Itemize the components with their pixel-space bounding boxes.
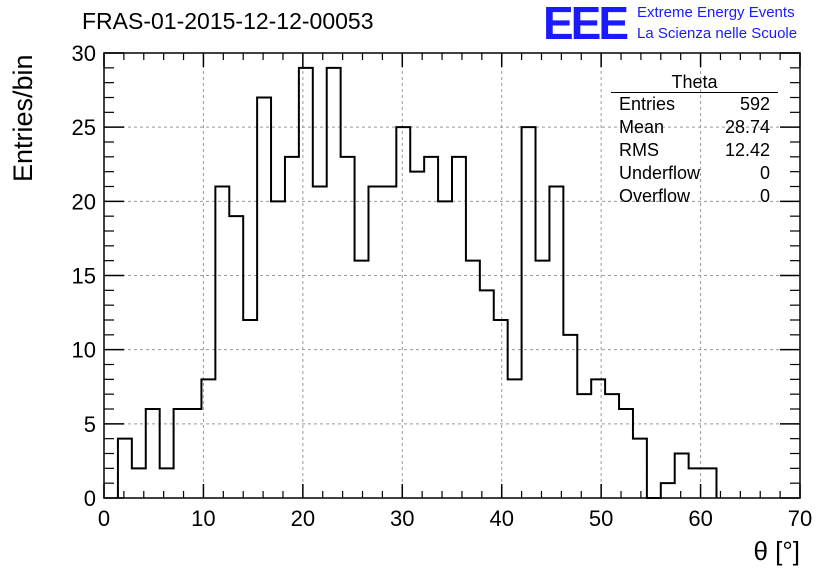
- logo-line-1: Extreme Energy Events: [637, 4, 795, 21]
- y-axis-label-wrap: Entries/bin: [6, 54, 40, 342]
- logo-line-2: La Scienza nelle Scuole: [637, 25, 798, 42]
- histogram-step-line: [116, 66, 718, 499]
- stats-row: RMS 12.42: [611, 139, 778, 162]
- y-axis-label: Entries/bin: [8, 54, 38, 182]
- tick-labels: 0 10 20 30 40 50 60 70 0 5 10 15 20 25 30: [72, 41, 813, 531]
- x-tick-label: 0: [98, 506, 110, 531]
- y-tick-label: 25: [72, 115, 96, 140]
- x-tick-label: 20: [291, 506, 315, 531]
- x-tick-label: 50: [589, 506, 613, 531]
- y-tick-label: 0: [84, 486, 96, 511]
- stats-value: 0: [759, 163, 770, 183]
- plot-title: FRAS-01-2015-12-12-00053: [82, 8, 374, 34]
- y-tick-label: 5: [84, 412, 96, 437]
- stats-value: 0: [759, 186, 770, 206]
- stats-title: Theta: [611, 72, 778, 93]
- stats-label: Overflow: [619, 186, 691, 206]
- stats-value: 12.42: [724, 140, 770, 160]
- eee-logo: EEE: [543, 0, 629, 49]
- x-tick-label: 30: [390, 506, 414, 531]
- y-tick-label: 30: [72, 41, 96, 66]
- plot-frame: [103, 52, 801, 499]
- x-tick-label: 40: [489, 506, 513, 531]
- stats-value: 592: [739, 94, 770, 114]
- stats-value: 28.74: [724, 117, 770, 137]
- stats-label: RMS: [619, 140, 659, 160]
- x-tick-label: 70: [788, 506, 812, 531]
- stats-label: Entries: [619, 94, 676, 114]
- y-tick-label: 20: [72, 189, 96, 214]
- y-tick-label: 15: [72, 264, 96, 289]
- x-axis-label: θ [°]: [753, 536, 800, 566]
- stats-label: Underflow: [619, 163, 701, 183]
- x-tick-label: 60: [688, 506, 712, 531]
- stats-row: Entries 592: [611, 93, 778, 116]
- stats-row: Overflow 0: [611, 185, 778, 208]
- stats-label: Mean: [619, 117, 665, 137]
- x-tick-label: 10: [191, 506, 215, 531]
- y-tick-label: 10: [72, 338, 96, 363]
- stats-box: Theta Entries 592 Mean 28.74 RMS 12.42 U…: [611, 72, 778, 208]
- stats-row: Mean 28.74: [611, 116, 778, 139]
- stats-row: Underflow 0: [611, 162, 778, 185]
